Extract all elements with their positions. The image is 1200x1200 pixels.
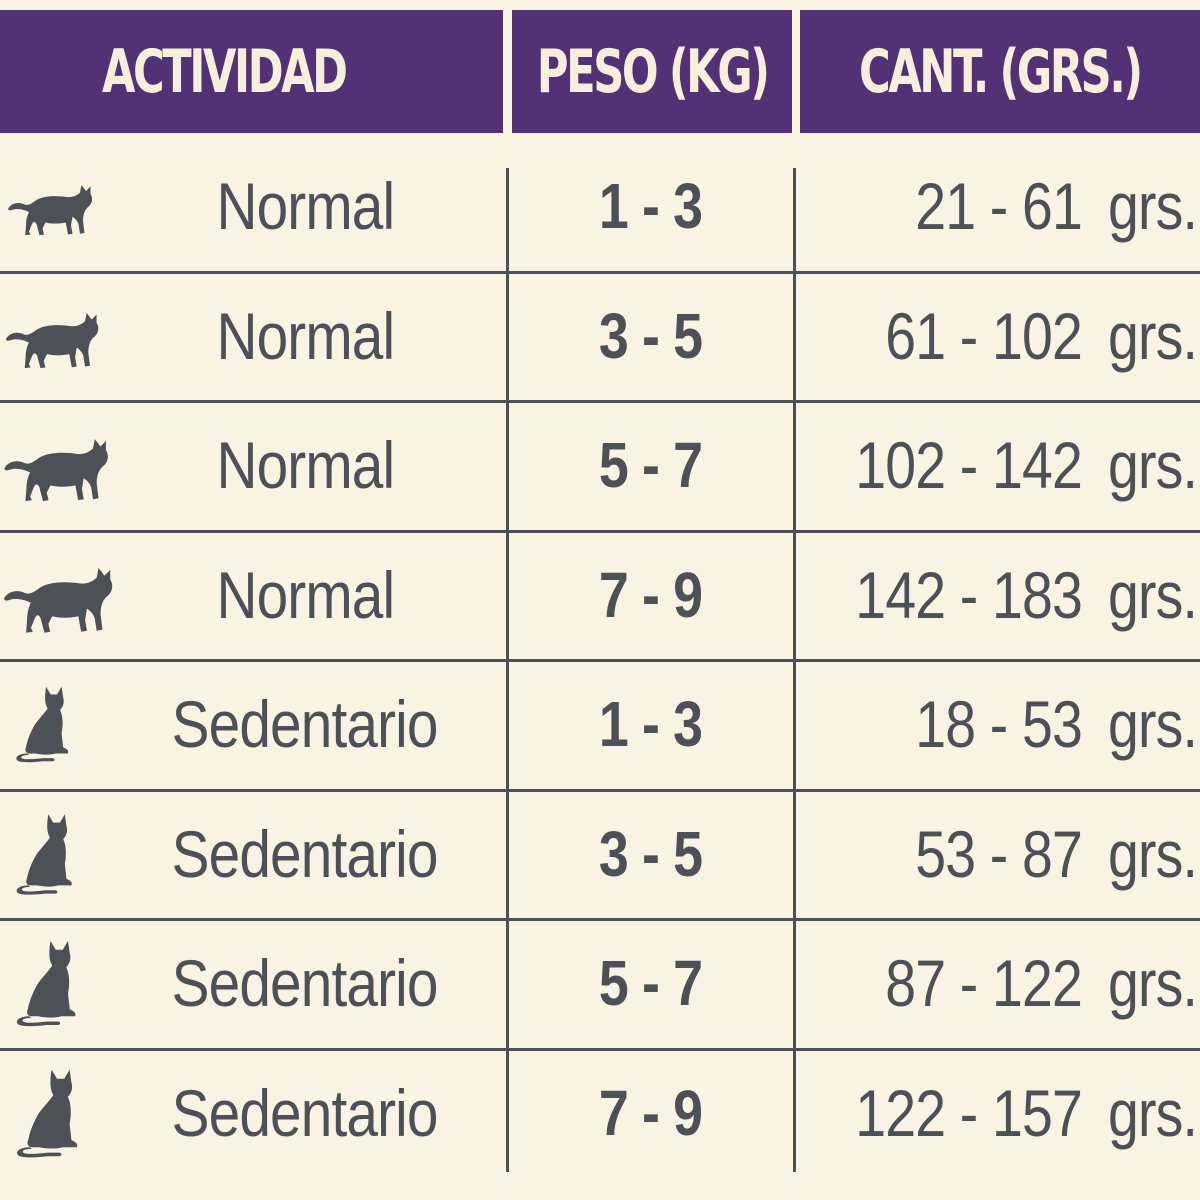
activity-icon-cell — [0, 401, 150, 529]
header-quantity: CANT. (GRS.) — [800, 10, 1200, 133]
sitting-cat-icon — [12, 679, 74, 769]
header-quantity-label: CANT. (GRS.) — [858, 36, 1143, 107]
activity-label: Normal — [216, 299, 395, 373]
activity-cell: Sedentario — [160, 660, 450, 788]
row-divider — [0, 400, 1200, 403]
quantity-unit: grs. — [1107, 687, 1198, 761]
quantity-cell: 87 - 122 grs. — [796, 919, 1200, 1047]
activity-cell: Normal — [160, 142, 450, 270]
quantity-unit: grs. — [1107, 428, 1198, 502]
weight-cell: 1 - 3 — [509, 660, 793, 788]
quantity-range: 21 - 61 — [915, 169, 1083, 243]
weight-range: 1 - 3 — [599, 170, 703, 242]
quantity-cell: 21 - 61 grs. — [796, 142, 1200, 270]
header-activity: ACTIVIDAD — [0, 10, 503, 133]
column-divider — [506, 168, 509, 1172]
quantity-unit: grs. — [1107, 169, 1198, 243]
weight-range: 7 - 9 — [599, 1077, 703, 1149]
quantity-range: 102 - 142 — [855, 428, 1083, 502]
activity-label: Sedentario — [172, 946, 439, 1020]
activity-icon-cell — [0, 919, 150, 1047]
table-row: Normal 1 - 3 21 - 61 grs. — [0, 142, 1200, 270]
quantity-range: 142 - 183 — [855, 558, 1083, 632]
activity-cell: Normal — [160, 401, 450, 529]
table-row: Normal 7 - 9 142 - 183 grs. — [0, 531, 1200, 659]
quantity-unit: grs. — [1107, 1076, 1198, 1150]
walking-cat-icon — [0, 303, 104, 369]
quantity-unit: grs. — [1107, 817, 1198, 891]
row-divider — [0, 789, 1200, 792]
activity-label: Sedentario — [172, 687, 439, 761]
weight-range: 5 - 7 — [599, 429, 703, 501]
weight-range: 1 - 3 — [599, 688, 703, 760]
walking-cat-icon — [0, 176, 100, 236]
table-row: Normal 5 - 7 102 - 142 grs. — [0, 401, 1200, 529]
quantity-range: 53 - 87 — [915, 817, 1083, 891]
row-divider — [0, 271, 1200, 274]
header-weight-label: PESO (KG) — [536, 36, 770, 107]
weight-range: 3 - 5 — [599, 300, 703, 372]
weight-range: 3 - 5 — [599, 818, 703, 890]
quantity-unit: grs. — [1107, 299, 1198, 373]
table-row: Sedentario 5 - 7 87 - 122 grs. — [0, 919, 1200, 1047]
activity-icon-cell — [0, 660, 150, 788]
quantity-cell: 61 - 102 grs. — [796, 272, 1200, 400]
activity-icon-cell — [0, 790, 150, 918]
weight-cell: 3 - 5 — [509, 790, 793, 918]
activity-label: Sedentario — [172, 1076, 439, 1150]
activity-label: Sedentario — [172, 817, 439, 891]
sitting-cat-icon — [12, 1059, 84, 1167]
walking-cat-icon — [0, 553, 116, 637]
activity-label: Normal — [216, 558, 395, 632]
activity-cell: Normal — [160, 531, 450, 659]
quantity-range: 61 - 102 — [885, 299, 1083, 373]
quantity-range: 18 - 53 — [915, 687, 1083, 761]
table-row: Sedentario 7 - 9 122 - 157 grs. — [0, 1049, 1200, 1177]
quantity-range: 87 - 122 — [885, 946, 1083, 1020]
activity-icon-cell — [0, 531, 150, 659]
activity-icon-cell — [0, 142, 150, 270]
table-row: Sedentario 3 - 5 53 - 87 grs. — [0, 790, 1200, 918]
header-activity-label: ACTIVIDAD — [102, 36, 348, 107]
table-row: Sedentario 1 - 3 18 - 53 grs. — [0, 660, 1200, 788]
quantity-cell: 18 - 53 grs. — [796, 660, 1200, 788]
activity-label: Normal — [216, 428, 395, 502]
activity-label: Normal — [216, 169, 395, 243]
sitting-cat-icon — [12, 806, 78, 902]
walking-cat-icon — [0, 428, 112, 502]
row-divider — [0, 1048, 1200, 1051]
activity-cell: Sedentario — [160, 790, 450, 918]
quantity-range: 122 - 157 — [855, 1076, 1083, 1150]
activity-cell: Normal — [160, 272, 450, 400]
quantity-unit: grs. — [1107, 558, 1198, 632]
quantity-cell: 142 - 183 grs. — [796, 531, 1200, 659]
weight-cell: 3 - 5 — [509, 272, 793, 400]
weight-cell: 5 - 7 — [509, 919, 793, 1047]
weight-range: 7 - 9 — [599, 559, 703, 631]
row-divider — [0, 918, 1200, 921]
column-divider — [793, 168, 796, 1172]
weight-cell: 1 - 3 — [509, 142, 793, 270]
weight-range: 5 - 7 — [599, 947, 703, 1019]
weight-cell: 7 - 9 — [509, 1049, 793, 1177]
row-divider — [0, 659, 1200, 662]
quantity-cell: 53 - 87 grs. — [796, 790, 1200, 918]
activity-icon-cell — [0, 1049, 150, 1177]
row-divider — [0, 530, 1200, 533]
sitting-cat-icon — [12, 931, 82, 1035]
quantity-cell: 122 - 157 grs. — [796, 1049, 1200, 1177]
table-row: Normal 3 - 5 61 - 102 grs. — [0, 272, 1200, 400]
quantity-cell: 102 - 142 grs. — [796, 401, 1200, 529]
activity-cell: Sedentario — [160, 1049, 450, 1177]
activity-cell: Sedentario — [160, 919, 450, 1047]
weight-cell: 7 - 9 — [509, 531, 793, 659]
weight-cell: 5 - 7 — [509, 401, 793, 529]
activity-icon-cell — [0, 272, 150, 400]
quantity-unit: grs. — [1107, 946, 1198, 1020]
header-weight: PESO (KG) — [512, 10, 792, 133]
